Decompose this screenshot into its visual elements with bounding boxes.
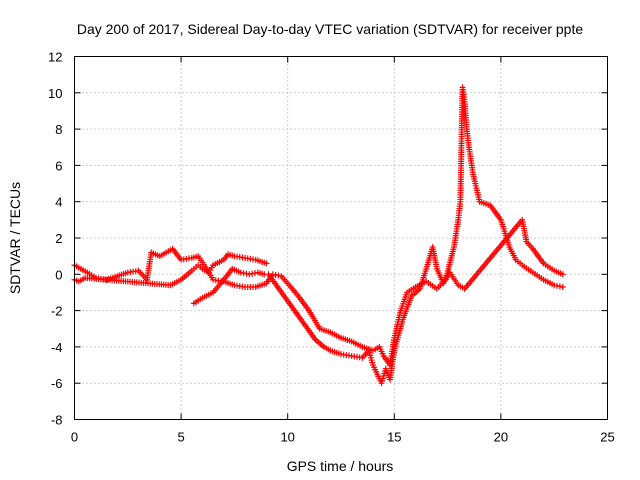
y-tick-label: 12: [48, 50, 62, 65]
tick-layer: -8 -6 -4 -2 0 2 4 6 8 10 12 0 5 10 15 20 25: [48, 50, 615, 445]
y-tick-label: 4: [55, 195, 62, 210]
data-point: [559, 271, 566, 278]
y-tick-label: -4: [51, 340, 63, 355]
x-tick-label: 15: [387, 430, 401, 445]
data-point: [249, 270, 256, 277]
series-trace-b: [71, 216, 566, 387]
data-layer: [71, 84, 566, 387]
y-tick-label: 6: [55, 158, 62, 173]
data-point: [554, 282, 561, 289]
x-tick-label: 25: [600, 430, 614, 445]
y-tick-label: 2: [55, 231, 62, 246]
y-tick-label: 0: [55, 267, 62, 282]
y-tick-label: 10: [48, 86, 62, 101]
x-tick-label: 20: [494, 430, 508, 445]
data-point: [237, 269, 244, 276]
y-tick-label: 8: [55, 122, 62, 137]
y-axis-label: SDTVAR / TECUs: [7, 182, 23, 294]
data-point: [243, 270, 250, 277]
y-tick-label: -2: [51, 304, 63, 319]
data-point: [551, 282, 558, 289]
x-axis-label: GPS time / hours: [287, 458, 394, 474]
data-point: [275, 272, 282, 279]
x-tick-label: 0: [71, 430, 78, 445]
plot-frame: [74, 56, 608, 420]
y-tick-label: -6: [51, 376, 63, 391]
x-tick-label: 10: [280, 430, 294, 445]
data-point: [559, 284, 566, 291]
data-point: [556, 283, 563, 290]
data-point: [240, 270, 247, 277]
data-point: [272, 271, 279, 278]
data-point: [246, 271, 253, 278]
x-tick-label: 5: [177, 430, 184, 445]
chart-title: Day 200 of 2017, Sidereal Day-to-day VTE…: [77, 21, 584, 37]
data-point: [263, 260, 270, 267]
grid-layer: [74, 56, 608, 420]
y-tick-label: -8: [51, 413, 63, 428]
series-trace-a: [71, 84, 566, 369]
